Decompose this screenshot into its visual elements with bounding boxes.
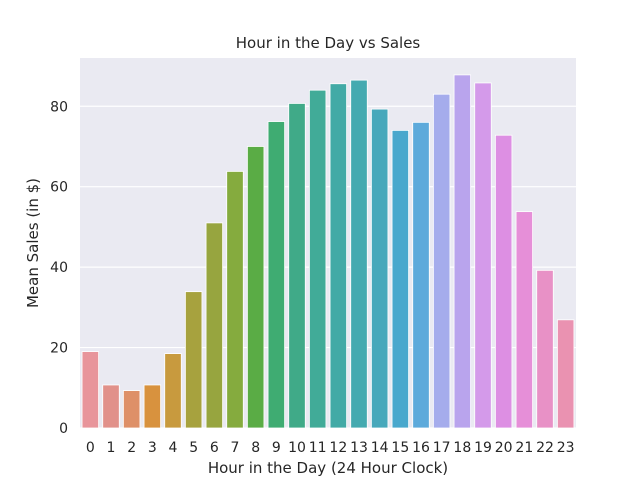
bar-hour-23 [557, 319, 575, 429]
x-tick-label-5: 5 [189, 440, 198, 456]
bar-hour-5 [184, 291, 203, 429]
bar-hour-22 [536, 269, 554, 429]
bar-hour-14 [370, 108, 389, 429]
chart-title: Hour in the Day vs Sales [236, 34, 421, 52]
bar-hour-16 [412, 121, 430, 429]
x-tick-label-8: 8 [251, 440, 260, 456]
x-tick-label-14: 14 [371, 440, 389, 456]
plot-background [80, 58, 576, 428]
bar-hour-13 [350, 79, 368, 429]
bar-hour-3 [143, 384, 161, 429]
x-tick-label-10: 10 [288, 440, 306, 456]
bar-hour-18 [453, 74, 472, 429]
bar-hour-6 [205, 222, 223, 429]
x-tick-label-20: 20 [495, 440, 513, 456]
bar-hour-15 [391, 129, 410, 429]
y-tick-labels: 0 20 40 60 80 [50, 99, 68, 437]
bar-hour-4 [164, 353, 182, 429]
x-tick-label-9: 9 [272, 440, 281, 456]
bar-hour-21 [515, 211, 533, 429]
x-tick-label-0: 0 [86, 440, 95, 456]
x-tick-label-3: 3 [148, 440, 157, 456]
x-tick-label-16: 16 [412, 440, 430, 456]
x-tick-label-17: 17 [433, 440, 451, 456]
x-tick-label-4: 4 [169, 440, 178, 456]
bar-hour-9 [267, 121, 286, 429]
y-axis-label: Mean Sales (in $) [24, 178, 42, 308]
bar-hour-19 [474, 82, 492, 429]
bar-hour-20 [494, 134, 513, 429]
x-tick-label-18: 18 [453, 440, 471, 456]
y-tick-label-60: 60 [50, 180, 68, 196]
y-tick-label-0: 0 [59, 421, 68, 437]
x-tick-label-21: 21 [515, 440, 533, 456]
x-axis-label: Hour in the Day (24 Hour Clock) [208, 459, 448, 477]
bar-hour-11 [308, 89, 327, 429]
x-tick-label-15: 15 [391, 440, 409, 456]
x-tick-label-23: 23 [557, 440, 575, 456]
bar-hour-0 [81, 351, 99, 429]
bar-hour-1 [102, 384, 120, 429]
y-tick-label-20: 20 [50, 341, 68, 357]
x-tick-label-7: 7 [231, 440, 240, 456]
x-tick-label-19: 19 [474, 440, 492, 456]
x-tick-labels: 0 1 2 3 4 5 6 7 8 9 10 11 12 13 14 15 16 17 18 19 20 21 22 23 [86, 440, 575, 456]
bar-hour-7 [226, 171, 244, 429]
y-tick-label-80: 80 [50, 99, 68, 115]
x-tick-label-6: 6 [210, 440, 219, 456]
y-tick-label-40: 40 [50, 260, 68, 276]
bars [81, 74, 575, 429]
bar-hour-12 [329, 83, 348, 429]
x-tick-label-2: 2 [127, 440, 136, 456]
x-tick-label-12: 12 [329, 440, 347, 456]
x-tick-label-22: 22 [536, 440, 554, 456]
x-tick-label-1: 1 [107, 440, 116, 456]
bar-hour-8 [246, 146, 265, 429]
bar-hour-10 [288, 103, 306, 429]
gridlines [80, 105, 576, 429]
x-tick-label-11: 11 [309, 440, 327, 456]
bar-hour-2 [123, 390, 141, 429]
bar-hour-17 [432, 93, 451, 429]
x-tick-label-13: 13 [350, 440, 368, 456]
